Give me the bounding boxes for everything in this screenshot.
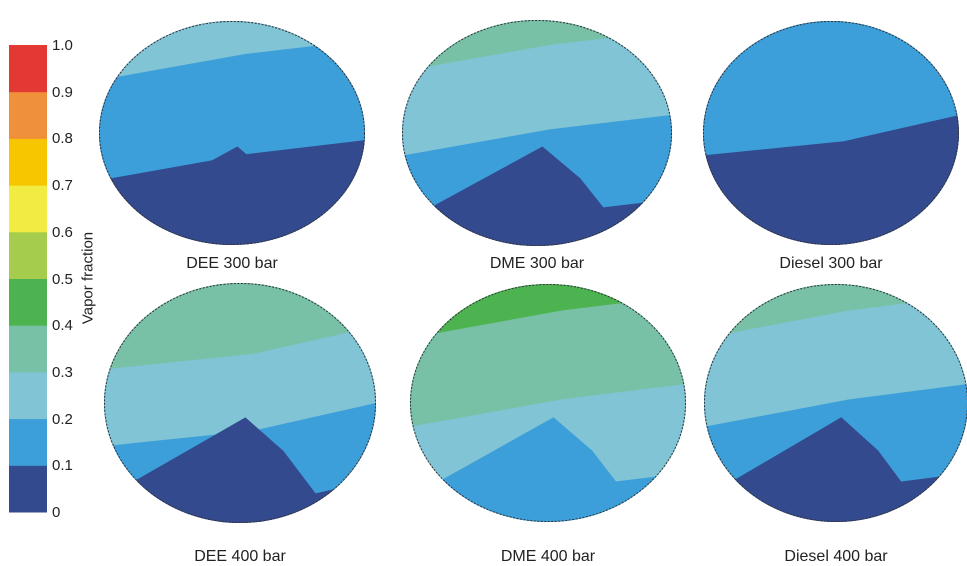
colorbar-tick-label: 0.2 [52, 410, 73, 428]
contour-panel [402, 20, 672, 246]
colorbar-segment [9, 138, 47, 186]
panel-outline [703, 21, 959, 245]
colorbar-segment [9, 278, 47, 326]
colorbar-tick-label: 0.5 [52, 270, 73, 288]
panel-outline [704, 284, 967, 522]
colorbar-tick-label: 0.4 [52, 317, 73, 335]
panel-outline [410, 284, 686, 522]
panel-outline [104, 283, 376, 523]
contour-panel [104, 283, 376, 523]
colorbar-segment [9, 325, 47, 373]
contour-core [423, 146, 635, 246]
colorbar-segment [9, 371, 47, 420]
panel-outline [402, 20, 672, 246]
contour-panel [410, 284, 686, 522]
colorbar-segment [9, 465, 47, 513]
panel-label: DEE 400 bar [194, 548, 286, 565]
contour-panel [99, 21, 365, 245]
colorbar-tick-label: 0.6 [52, 223, 73, 241]
panel-label: DEE 300 bar [186, 255, 278, 272]
contour-core [125, 417, 338, 523]
colorbar-tick-label: 0.3 [52, 363, 73, 381]
colorbar-label: Vapor fraction [79, 231, 97, 325]
contour-core [120, 146, 328, 245]
colorbar-tick-label: 1.0 [52, 37, 73, 54]
colorbar-tick-label: 0 [52, 504, 61, 521]
contour-core [723, 146, 924, 245]
contour-panel [703, 21, 959, 245]
panel-label: Diesel 400 bar [784, 548, 888, 565]
colorbar-segment [9, 418, 47, 466]
panel-label: Diesel 300 bar [779, 255, 883, 272]
contour-core [432, 417, 648, 522]
colorbar-tick-label: 0.8 [52, 130, 73, 148]
panel-label: DME 300 bar [489, 255, 585, 272]
contour-panel [704, 284, 967, 522]
colorbar-tick-label: 0.9 [52, 83, 73, 101]
panel-label: DME 400 bar [500, 548, 596, 565]
panel-outline [99, 21, 365, 245]
colorbar-segment [9, 185, 47, 233]
colorbar-tick-label: 0.1 [52, 457, 73, 475]
colorbar-segment [9, 45, 47, 93]
contour-core [725, 417, 932, 522]
colorbar-segment [9, 91, 47, 139]
colorbar-segment [9, 231, 47, 279]
colorbar-tick-label: 0.7 [52, 177, 73, 195]
